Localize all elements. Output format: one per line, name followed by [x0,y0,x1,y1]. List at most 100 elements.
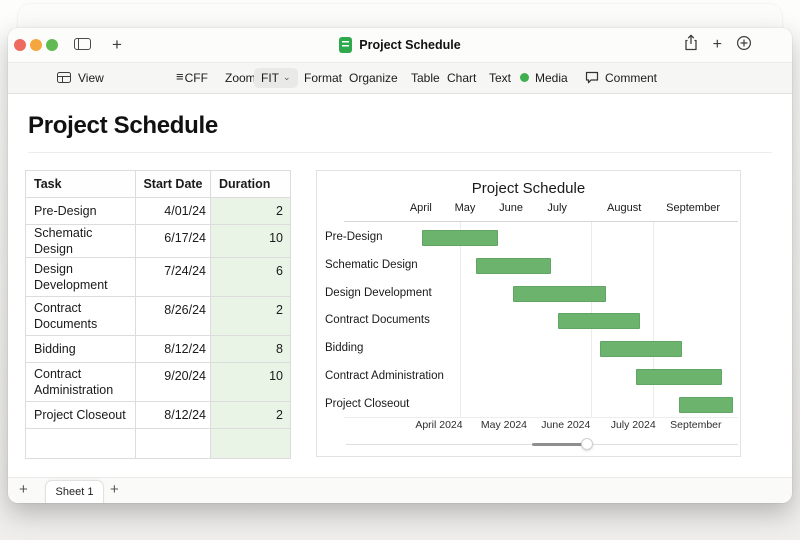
month-label: April [409,202,432,214]
scrollbar-knob[interactable] [581,438,594,450]
chart-title: Project Schedule [471,180,586,197]
start-date-cell[interactable]: 8/12/24 [135,335,211,363]
bottom-axis-label: June 2024 [541,419,591,431]
share-icon[interactable] [683,34,699,56]
gantt-bar[interactable] [422,230,499,246]
chart-gridline [652,222,654,417]
duration-cell[interactable]: 2 [210,197,291,225]
insert-circle-plus-icon[interactable] [736,35,752,56]
chart-task-label: Pre-Design [325,231,383,243]
chart-task-label: Design Development [325,286,432,299]
sheet-bar: + Sheet 1 + [8,477,792,503]
table-row: Pre-Design 4/01/24 2 [25,197,291,225]
duration-cell[interactable]: 10 [210,362,291,402]
toolbar-item-label: Organize [349,71,398,85]
toolbar-item-label: Chart [447,71,477,85]
month-label: May [454,202,476,214]
chart-plot-area [344,221,738,418]
start-date-cell[interactable]: 7/24/24 [135,257,211,297]
column-header-task[interactable]: Task [25,170,136,198]
toolbar-item-comment[interactable]: Comment [585,63,657,93]
page-title: Project Schedule [28,112,218,139]
table-row: Contract Administration 9/20/24 10 [25,362,291,402]
chart-task-label: Contract Administration [325,370,444,382]
gantt-chart[interactable]: Project Schedule April May June July August S… [316,170,741,457]
start-date-cell[interactable]: 8/26/24 [135,296,211,336]
task-cell[interactable]: Schematic Design [25,224,136,258]
sheet-tab[interactable]: Sheet 1 [45,480,104,503]
task-cell[interactable]: Contract Documents [25,296,136,336]
toolbar-item-text[interactable]: Text [489,63,511,93]
toolbar-item-fit[interactable]: FIT ⌄ [254,68,298,88]
task-cell[interactable]: Project Closeout [25,401,136,429]
close-window-button[interactable] [14,39,26,51]
gantt-bar[interactable] [557,313,640,330]
bottom-axis-label: July 2024 [610,419,656,431]
toolbar-item-table[interactable]: Table [411,63,440,93]
task-cell[interactable]: Pre-Design [25,197,136,225]
duration-cell[interactable]: 6 [210,257,291,297]
chart-top-axis: April May June July August September [344,202,738,217]
tab-overview-icon[interactable] [74,38,91,50]
start-date-cell[interactable]: 8/12/24 [135,401,211,429]
gantt-bar[interactable] [678,396,733,413]
app-window: + Project Schedule + View ≡CFF Zoom FIT ⌄ For… [8,28,792,503]
chevron-down-icon: ⌄ [283,72,291,82]
toolbar: View ≡CFF Zoom FIT ⌄ Format Organize Table Chart… [8,62,792,94]
duration-cell[interactable] [210,428,291,459]
minimize-window-button[interactable] [30,39,42,51]
gantt-bar[interactable] [475,257,551,274]
gantt-bar[interactable] [635,369,722,385]
lines-icon: ≡ [176,69,184,84]
numbers-document-icon [339,37,353,53]
start-date-cell[interactable]: 4/01/24 [135,197,211,225]
duration-cell[interactable]: 2 [210,401,291,429]
toolbar-item-label: Media [535,71,568,85]
toolbar-item-cff[interactable]: ≡CFF [176,63,208,93]
toolbar-item-chart[interactable]: Chart [447,63,476,93]
month-label: July [547,202,567,214]
column-header-start[interactable]: Start Date [135,170,211,198]
toolbar-item-media[interactable]: Media [520,63,568,93]
task-cell[interactable]: Bidding [25,335,136,363]
toolbar-item-zoom[interactable]: Zoom [225,63,256,93]
start-date-cell[interactable]: 9/20/24 [135,362,211,402]
add-tab-button[interactable]: + [110,481,119,498]
bottom-axis-label: May 2024 [480,419,528,431]
toolbar-item-format[interactable]: Format [304,63,342,93]
toolbar-item-label: Comment [605,71,658,85]
bottom-axis-label: April 2024 [415,419,463,431]
month-label: June [499,202,523,214]
chart-task-label: Contract Documents [325,314,430,327]
add-icon[interactable]: + [712,36,722,53]
start-date-cell[interactable]: 6/17/24 [135,224,211,258]
table-row: Schematic Design 6/17/24 10 [25,224,291,258]
duration-cell[interactable]: 2 [210,296,291,336]
comment-bubble-icon [585,71,599,84]
toolbar-item-label: Zoom [225,71,256,85]
gantt-bar[interactable] [600,341,683,358]
table-header-row: Task Start Date Duration [25,170,291,198]
toolbar-item-view[interactable]: View [57,63,104,93]
chart-task-label: Project Closeout [325,397,410,410]
task-cell[interactable]: Design Development [25,257,136,297]
scrollbar-fill[interactable] [532,443,586,446]
chart-scrollbar[interactable] [346,438,738,451]
task-cell[interactable] [25,428,136,459]
zoom-window-button[interactable] [46,39,58,51]
gantt-bar[interactable] [513,285,606,302]
start-date-cell[interactable] [135,428,211,459]
duration-cell[interactable]: 10 [210,224,291,258]
toolbar-item-organize[interactable]: Organize [349,63,398,93]
new-tab-button[interactable]: + [112,35,122,54]
add-sheet-button[interactable]: + [19,481,28,498]
chart-task-label: Bidding [325,342,364,355]
task-table[interactable]: Task Start Date Duration Pre-Design 4/01/… [25,170,291,459]
titlebar: + Project Schedule + [8,28,792,62]
task-cell[interactable]: Contract Administration [25,362,136,402]
sheet-canvas: Project Schedule Task Start Date Duratio… [8,94,792,478]
duration-cell[interactable]: 8 [210,335,291,363]
document-title: Project Schedule [359,38,461,52]
column-header-duration[interactable]: Duration [210,170,291,198]
